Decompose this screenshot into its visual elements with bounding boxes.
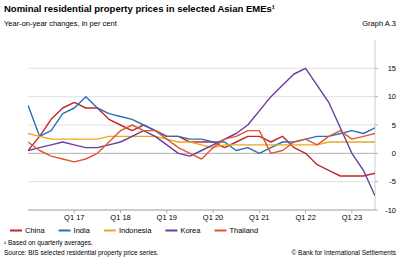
grid-line bbox=[28, 125, 375, 126]
x-axis-line bbox=[28, 210, 375, 211]
copyright: © Bank for International Settlements bbox=[291, 249, 396, 256]
chart: Nominal residential property prices in s… bbox=[0, 0, 400, 259]
y-tick bbox=[375, 96, 378, 97]
x-tick-label: Q1 17 bbox=[64, 213, 84, 222]
y-axis-line bbox=[375, 40, 376, 210]
legend-swatch bbox=[214, 230, 226, 232]
graph-number: Graph A.3 bbox=[362, 19, 396, 28]
title: Nominal residential property prices in s… bbox=[4, 3, 275, 14]
series-line bbox=[28, 97, 375, 154]
legend-label: Korea bbox=[180, 226, 201, 235]
x-tick-label: Q1 22 bbox=[295, 213, 315, 222]
legend-swatch bbox=[165, 230, 177, 232]
legend-label: India bbox=[74, 226, 91, 235]
y-tick bbox=[375, 125, 378, 126]
y-tick-label: -5 bbox=[389, 177, 396, 186]
subtitle: Year-on-year changes, in per cent bbox=[4, 19, 118, 28]
x-tick-label: Q1 18 bbox=[110, 213, 130, 222]
grid-line bbox=[28, 153, 375, 154]
grid-line bbox=[28, 96, 375, 97]
source: Source: BIS selected residential propert… bbox=[4, 249, 159, 257]
grid-line bbox=[28, 181, 375, 182]
y-tick bbox=[375, 210, 378, 211]
y-tick-label: 10 bbox=[388, 92, 396, 101]
y-tick bbox=[375, 153, 378, 154]
series-line bbox=[28, 125, 375, 162]
footnote: ¹ Based on quarterly averages. bbox=[4, 239, 93, 247]
legend-swatch bbox=[104, 230, 116, 232]
grid-line bbox=[28, 210, 375, 211]
legend-swatch bbox=[10, 230, 22, 232]
series-line bbox=[28, 68, 375, 196]
legend-label: China bbox=[25, 226, 45, 235]
x-tick-label: Q1 20 bbox=[203, 213, 223, 222]
y-tick-label: 0 bbox=[392, 149, 396, 158]
plot-area bbox=[28, 68, 375, 196]
legend-label: Thailand bbox=[229, 226, 258, 235]
x-tick-label: Q1 23 bbox=[342, 213, 362, 222]
x-tick-label: Q1 19 bbox=[157, 213, 177, 222]
y-tick-label: 5 bbox=[392, 121, 396, 130]
x-tick-label: Q1 21 bbox=[249, 213, 269, 222]
y-tick-label: 15 bbox=[388, 64, 396, 73]
y-tick-label: -10 bbox=[385, 206, 396, 215]
legend-label: Indonesia bbox=[119, 226, 152, 235]
grid-line bbox=[28, 68, 375, 69]
y-tick bbox=[375, 181, 378, 182]
y-tick bbox=[375, 68, 378, 69]
legend-swatch bbox=[59, 230, 71, 232]
